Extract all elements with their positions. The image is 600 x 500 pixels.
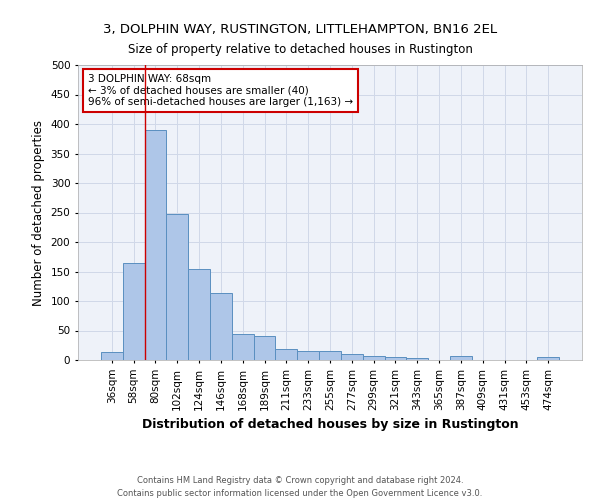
Bar xyxy=(188,268,210,360)
Text: Contains HM Land Registry data © Crown copyright and database right 2024.
Contai: Contains HM Land Registry data © Crown c… xyxy=(118,476,482,498)
Bar xyxy=(275,350,297,360)
Bar xyxy=(385,357,406,360)
Bar xyxy=(297,351,319,360)
Bar xyxy=(363,356,385,360)
Y-axis label: Number of detached properties: Number of detached properties xyxy=(32,120,45,306)
Bar xyxy=(450,356,472,360)
Bar xyxy=(145,130,166,360)
Bar xyxy=(319,351,341,360)
Bar xyxy=(254,336,275,360)
Bar xyxy=(166,214,188,360)
Text: Size of property relative to detached houses in Rustington: Size of property relative to detached ho… xyxy=(128,42,472,56)
Bar xyxy=(406,358,428,360)
Bar xyxy=(101,352,123,360)
Bar xyxy=(123,262,145,360)
Bar xyxy=(341,354,363,360)
X-axis label: Distribution of detached houses by size in Rustington: Distribution of detached houses by size … xyxy=(142,418,518,431)
Bar xyxy=(210,294,232,360)
Text: 3 DOLPHIN WAY: 68sqm
← 3% of detached houses are smaller (40)
96% of semi-detach: 3 DOLPHIN WAY: 68sqm ← 3% of detached ho… xyxy=(88,74,353,107)
Text: 3, DOLPHIN WAY, RUSTINGTON, LITTLEHAMPTON, BN16 2EL: 3, DOLPHIN WAY, RUSTINGTON, LITTLEHAMPTO… xyxy=(103,22,497,36)
Bar xyxy=(537,357,559,360)
Bar xyxy=(232,334,254,360)
